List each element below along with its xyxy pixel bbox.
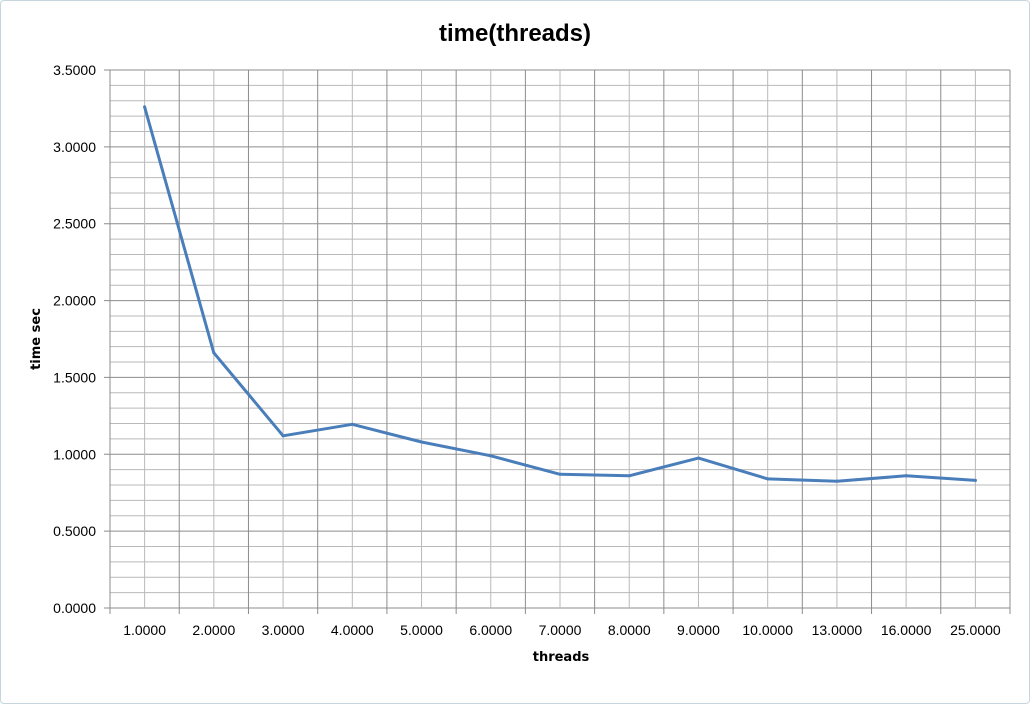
series-group [143,105,977,483]
data-point [627,474,631,478]
y-tick-label: 1.0000 [53,446,96,462]
data-point [696,456,700,460]
x-tick-label: 5.0000 [400,622,443,638]
data-point [904,474,908,478]
x-tick-label: 16.0000 [881,622,932,638]
y-axis-title: time sec [29,308,44,370]
x-tick-label: 6.0000 [469,622,512,638]
x-tick-label: 10.0000 [742,622,793,638]
x-tick-label: 1.0000 [123,622,166,638]
x-axis-title: threads [533,650,590,665]
data-point [973,478,977,482]
data-point [212,351,216,355]
data-point [766,477,770,481]
x-tick-label: 9.0000 [677,622,720,638]
chart-title: time(threads) [439,20,591,47]
x-tick-label: 2.0000 [192,622,235,638]
y-tick-label: 1.5000 [53,369,96,385]
x-tick-label: 13.0000 [812,622,863,638]
x-tick-label: 8.0000 [608,622,651,638]
x-axis-ticks: 1.0000 2.0000 3.0000 4.0000 5.0000 6.0000 7.00… [123,622,1001,638]
y-tick-label: 3.0000 [53,139,96,155]
data-point [420,440,424,444]
data-point [350,422,354,426]
y-tick-label: 0.0000 [53,600,96,616]
x-tick-label: 4.0000 [331,622,374,638]
y-tick-label: 2.5000 [53,216,96,232]
grid [104,69,1011,614]
data-point [281,434,285,438]
data-point [558,472,562,476]
data-point [143,105,147,109]
data-point [489,454,493,458]
y-axis-ticks: 0.0000 0.5000 1.0000 1.5000 2.0000 2.5000 3.00… [53,62,96,616]
y-tick-label: 2.0000 [53,293,96,309]
x-tick-label: 25.0000 [950,622,1001,638]
y-tick-label: 0.5000 [53,523,96,539]
x-tick-label: 3.0000 [262,622,305,638]
y-tick-label: 3.5000 [53,62,96,78]
x-tick-label: 7.0000 [539,622,582,638]
data-point [835,479,839,483]
